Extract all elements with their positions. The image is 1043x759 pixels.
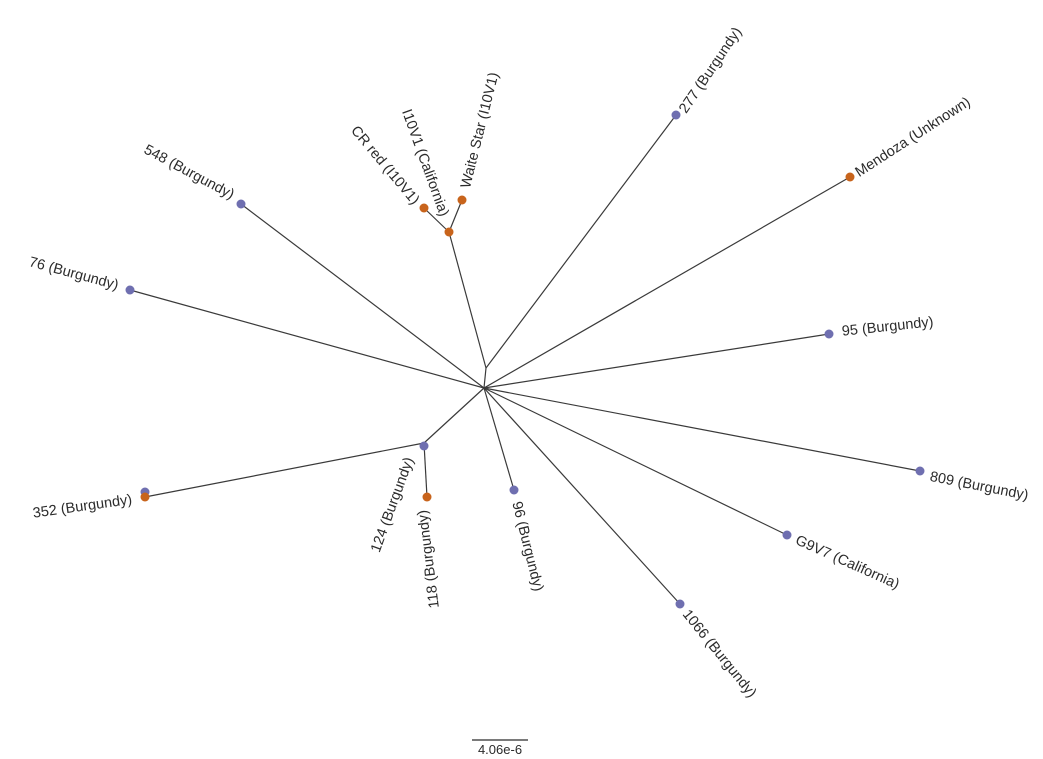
branch-tMendoza [483, 176, 851, 389]
branch-t277 [485, 114, 677, 369]
tip-node-tMendoza [845, 172, 855, 182]
tip-node-t76 [125, 285, 135, 295]
tip-label-t118: 118 (Burgundy) [415, 509, 443, 609]
tree-branches [129, 114, 921, 605]
tip-label-t96: 96 (Burgundy) [508, 500, 546, 593]
branch-t1066 [483, 387, 681, 605]
tip-label-t124: 124 (Burgundy) [368, 455, 417, 554]
branch-t96 [483, 387, 515, 491]
branch-t352 [144, 442, 425, 498]
tip-label-t548: 548 (Burgundy) [141, 142, 237, 203]
tip-label-t1066: 1066 (Burgundy) [679, 607, 759, 701]
tip-node-tWaite [457, 195, 467, 205]
tip-node-tI10V1 [444, 227, 454, 237]
tip-label-t76: 76 (Burgundy) [27, 254, 120, 293]
branch-upper-cluster [448, 231, 487, 369]
tip-node-t118 [422, 492, 432, 502]
tip-node-tG9V7 [782, 530, 792, 540]
branch-t76 [129, 289, 485, 389]
branch-tWaite [448, 199, 463, 233]
tip-label-t352: 352 (Burgundy) [32, 492, 133, 522]
tip-node-t95 [824, 329, 834, 339]
tip-label-tMendoza: Mendoza (Unknown) [853, 94, 974, 180]
tip-node-t809 [915, 466, 925, 476]
branch-t809 [483, 387, 921, 472]
tip-label-t95: 95 (Burgundy) [841, 314, 934, 340]
tree-nodes [125, 110, 925, 609]
tip-label-t809: 809 (Burgundy) [929, 469, 1030, 504]
branch-tCR [423, 207, 450, 233]
scale-bar: 4.06e-6 [472, 739, 528, 757]
tip-node-t277 [671, 110, 681, 120]
tip-node-t96 [509, 485, 519, 495]
branch-root-124 [423, 387, 485, 444]
tip-label-tG9V7: G9V7 (California) [793, 533, 902, 593]
tip-node-t352 [140, 492, 150, 502]
tip-label-t277: 277 (Burgundy) [676, 25, 745, 117]
tip-label-tWaite: Waite Star (I10V1) [458, 71, 502, 190]
tip-node-t124 [419, 441, 429, 451]
scale-bar-label: 4.06e-6 [478, 742, 522, 757]
branch-t118 [423, 442, 428, 498]
branch-t548 [240, 203, 485, 389]
tip-node-t548 [236, 199, 246, 209]
tip-node-tCR [419, 203, 429, 213]
branch-t95 [483, 333, 830, 389]
tip-node-t1066 [675, 599, 685, 609]
branch-tG9V7 [483, 387, 788, 536]
branch-root-upper [483, 367, 487, 389]
